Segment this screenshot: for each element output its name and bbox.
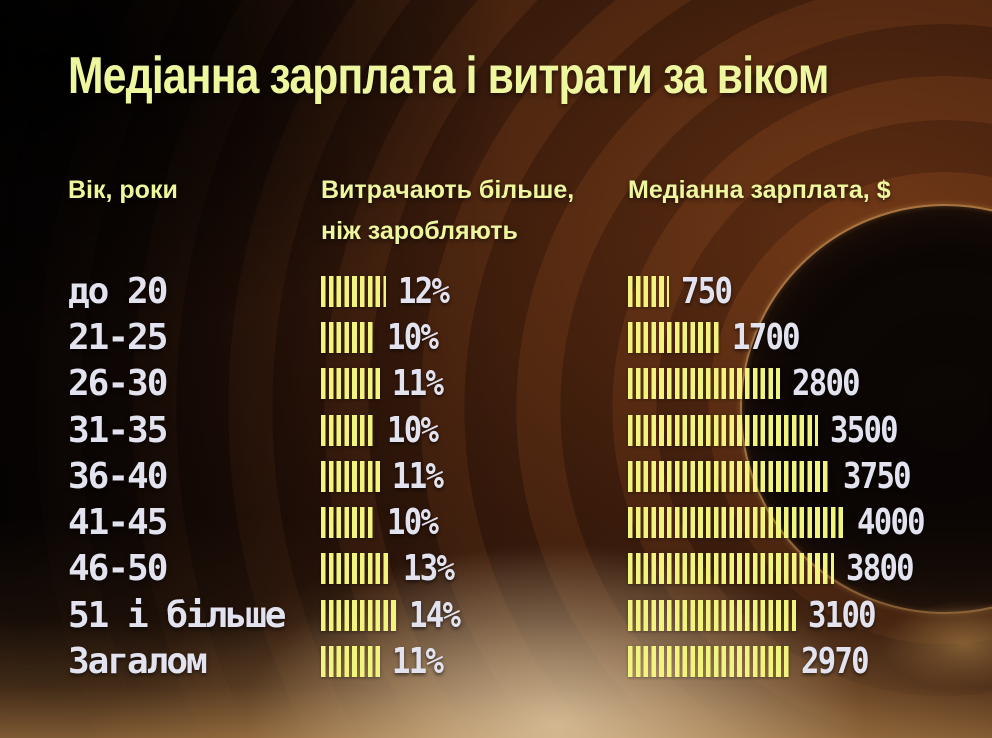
overspend-cell: 10%	[321, 410, 628, 451]
table-row: 36-40 11% 3750	[68, 453, 992, 499]
salary-cell: 3500	[628, 410, 992, 451]
column-headers: Вік, роки Витрачають більше, ніж заробля…	[68, 170, 992, 252]
overspend-cell: 14%	[321, 595, 628, 636]
column-header-overspend-line2: ніж заробляють	[321, 217, 518, 245]
salary-cell: 750	[628, 271, 992, 312]
salary-cell: 2800	[628, 363, 992, 404]
table-row: Загалом 11% 2970	[68, 638, 992, 684]
overspend-bar	[321, 321, 375, 353]
salary-value: 2800	[792, 363, 861, 405]
age-cell: 41-45	[68, 502, 321, 543]
salary-value: 750	[681, 270, 733, 312]
salary-value: 2970	[801, 641, 870, 683]
age-label: 26-30	[68, 363, 168, 405]
overspend-cell: 11%	[321, 363, 628, 404]
table-row: 41-45 10% 4000	[68, 499, 992, 545]
salary-value: 3500	[830, 409, 899, 451]
overspend-cell: 10%	[321, 502, 628, 543]
age-label: Загалом	[68, 641, 208, 683]
salary-value: 3100	[808, 594, 877, 636]
overspend-bar	[321, 599, 397, 631]
column-header-age: Вік, роки	[68, 170, 321, 252]
salary-cell: 4000	[628, 502, 992, 543]
salary-bar	[628, 646, 789, 678]
overspend-bar	[321, 646, 380, 678]
overspend-cell: 13%	[321, 548, 628, 589]
salary-bar	[628, 507, 845, 539]
age-cell: 21-25	[68, 317, 321, 358]
age-label: 36-40	[68, 455, 168, 497]
overspend-value: 10%	[387, 409, 439, 451]
salary-cell: 3750	[628, 456, 992, 497]
salary-cell: 1700	[628, 317, 992, 358]
overspend-bar	[321, 275, 386, 307]
salary-bar	[628, 460, 831, 492]
age-label: 51 і більше	[68, 594, 286, 636]
age-cell: до 20	[68, 271, 321, 312]
age-cell: 51 і більше	[68, 595, 321, 636]
age-label: 31-35	[68, 409, 168, 451]
salary-bar	[628, 553, 834, 585]
overspend-bar	[321, 460, 380, 492]
age-cell: 46-50	[68, 548, 321, 589]
overspend-cell: 11%	[321, 641, 628, 682]
table-row: 31-35 10% 3500	[68, 407, 992, 453]
overspend-value: 10%	[387, 316, 439, 358]
overspend-value: 10%	[387, 502, 439, 544]
overspend-bar	[321, 553, 391, 585]
salary-value: 3750	[843, 455, 912, 497]
overspend-cell: 11%	[321, 456, 628, 497]
age-cell: 31-35	[68, 410, 321, 451]
age-label: 41-45	[68, 502, 168, 544]
age-label: 21-25	[68, 316, 168, 358]
salary-value: 4000	[857, 502, 926, 544]
table-row: 21-25 10% 1700	[68, 314, 992, 360]
table-row: до 20 12% 750	[68, 268, 992, 314]
column-header-overspend: Витрачають більше, ніж заробляють	[321, 170, 628, 252]
overspend-value: 14%	[409, 594, 461, 636]
age-label: 46-50	[68, 548, 168, 590]
salary-bar	[628, 321, 720, 353]
salary-cell: 3100	[628, 595, 992, 636]
age-cell: Загалом	[68, 641, 321, 682]
chart-rows: до 20 12% 750 21-25 10%	[68, 268, 992, 685]
age-cell: 26-30	[68, 363, 321, 404]
overspend-cell: 10%	[321, 317, 628, 358]
table-row: 26-30 11% 2800	[68, 361, 992, 407]
column-header-salary: Медіанна зарплата, $	[628, 170, 992, 252]
age-cell: 36-40	[68, 456, 321, 497]
overspend-value: 11%	[392, 363, 444, 405]
salary-bar	[628, 414, 818, 446]
overspend-value: 12%	[398, 270, 450, 312]
overspend-cell: 12%	[321, 271, 628, 312]
overspend-bar	[321, 368, 380, 400]
column-header-overspend-line1: Витрачають більше,	[321, 176, 575, 204]
salary-cell: 3800	[628, 548, 992, 589]
salary-value: 3800	[846, 548, 915, 590]
overspend-bar	[321, 507, 375, 539]
column-header-salary-label: Медіанна зарплата, $	[628, 176, 891, 204]
salary-bar	[628, 275, 669, 307]
table-row: 51 і більше 14% 3100	[68, 592, 992, 638]
salary-value: 1700	[732, 316, 801, 358]
column-header-age-label: Вік, роки	[68, 176, 178, 204]
age-label: до 20	[68, 270, 168, 312]
table-row: 46-50 13% 3800	[68, 546, 992, 592]
overspend-value: 13%	[403, 548, 455, 590]
overspend-bar	[321, 414, 375, 446]
salary-bar	[628, 368, 780, 400]
overspend-value: 11%	[392, 455, 444, 497]
page-title: Медіанна зарплата і витрати за віком	[68, 47, 829, 105]
overspend-value: 11%	[392, 641, 444, 683]
salary-cell: 2970	[628, 641, 992, 682]
salary-bar	[628, 599, 796, 631]
